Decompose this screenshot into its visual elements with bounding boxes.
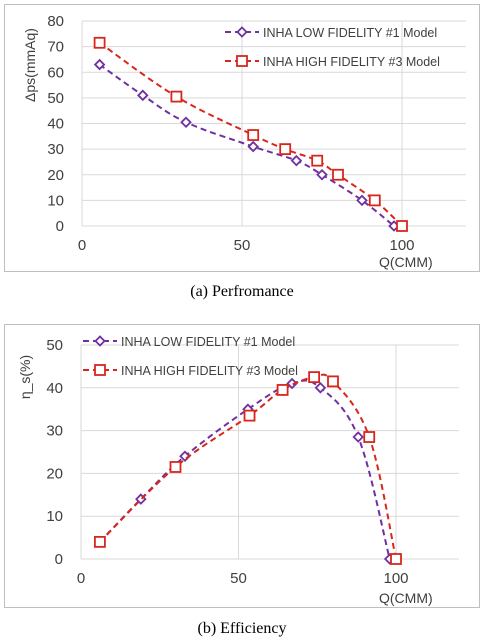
data-point xyxy=(243,409,256,422)
x-axis-label: Q(CMM) xyxy=(379,590,433,606)
series-line xyxy=(99,373,397,560)
x-tick-label: 50 xyxy=(234,237,251,254)
x-tick-label: 50 xyxy=(230,570,247,587)
data-point xyxy=(356,194,368,207)
data-point xyxy=(180,116,192,128)
caption-performance: (a) Perfromance xyxy=(190,283,294,300)
data-point xyxy=(311,154,324,167)
chart-performance: 0 10 20 30 40 50 60 70 80 0 50 100 Q(CMM) Δps(mmAq) IN… xyxy=(4,4,480,272)
gridlines xyxy=(80,344,459,560)
y-tick-label: 30 xyxy=(47,141,64,158)
data-point xyxy=(396,220,408,232)
data-point xyxy=(286,377,298,390)
legend-marker xyxy=(236,55,248,67)
y-tick-label: 30 xyxy=(46,423,63,440)
data-point xyxy=(363,431,376,443)
data-point xyxy=(352,431,364,443)
y-tick-label: 0 xyxy=(55,551,63,568)
data-point xyxy=(94,535,106,548)
data-point xyxy=(169,461,182,473)
data-point xyxy=(327,375,339,388)
series-line xyxy=(99,63,395,227)
data-point xyxy=(93,36,106,49)
y-axis-label: Δps(mmAq) xyxy=(22,28,38,102)
legend-label: INHA HIGH FIDELITY #3 Model xyxy=(263,55,440,69)
legend-marker xyxy=(236,26,248,38)
data-point xyxy=(279,143,292,156)
data-point xyxy=(276,384,289,396)
data-point xyxy=(316,168,328,181)
legend-label: INHA HIGH FIDELITY #3 Model xyxy=(121,364,298,378)
data-point xyxy=(368,194,381,207)
series-2 xyxy=(93,36,408,232)
data-point xyxy=(332,168,344,181)
y-tick-label: 50 xyxy=(46,337,63,354)
x-tick-label: 100 xyxy=(389,237,414,254)
y-tick-label: 50 xyxy=(47,90,64,107)
legend: INHA LOW FIDELITY #1 Model INHA HIGH FIDE… xyxy=(225,26,440,69)
series-1 xyxy=(93,58,400,232)
data-point xyxy=(93,58,106,71)
x-tick-label: 0 xyxy=(78,237,86,254)
legend-label: INHA LOW FIDELITY #1 Model xyxy=(121,335,295,349)
x-tick-label: 0 xyxy=(77,570,85,587)
data-point xyxy=(170,90,183,103)
data-point xyxy=(308,371,321,383)
y-tick-label: 0 xyxy=(56,218,64,235)
gridlines xyxy=(81,20,466,227)
y-tick-label: 80 xyxy=(47,13,64,30)
y-tick-label: 10 xyxy=(46,508,63,525)
data-point xyxy=(247,129,260,141)
x-tick-label: 100 xyxy=(383,570,408,587)
y-tick-label: 20 xyxy=(46,465,63,482)
data-point xyxy=(390,553,402,565)
y-tick-label: 40 xyxy=(47,116,64,133)
y-tick-label: 60 xyxy=(47,64,64,81)
y-axis-label: η_s(%) xyxy=(17,355,33,399)
data-point xyxy=(290,154,303,167)
series-1 xyxy=(94,377,396,565)
x-axis-label: Q(CMM) xyxy=(379,254,433,270)
legend-label: INHA LOW FIDELITY #1 Model xyxy=(263,26,437,40)
caption-efficiency: (b) Efficiency xyxy=(197,620,287,637)
data-point xyxy=(314,382,327,394)
data-point xyxy=(137,89,149,102)
y-tick-label: 40 xyxy=(46,380,63,397)
series-2 xyxy=(94,371,402,565)
legend-marker xyxy=(94,364,106,376)
data-point xyxy=(247,140,259,153)
legend: INHA LOW FIDELITY #1 Model INHA HIGH FIDE… xyxy=(83,335,298,378)
chart-efficiency: 0 10 20 30 40 50 0 50 100 Q(CMM) η_s(%) INHA LOW FI… xyxy=(4,324,480,608)
chart-efficiency-svg: 0 10 20 30 40 50 0 50 100 Q(CMM) η_s(%) INHA LOW FI… xyxy=(17,335,459,606)
legend-marker xyxy=(94,335,106,347)
y-tick-label: 20 xyxy=(47,167,64,184)
y-tick-label: 70 xyxy=(47,39,64,56)
y-tick-label: 10 xyxy=(47,192,64,209)
